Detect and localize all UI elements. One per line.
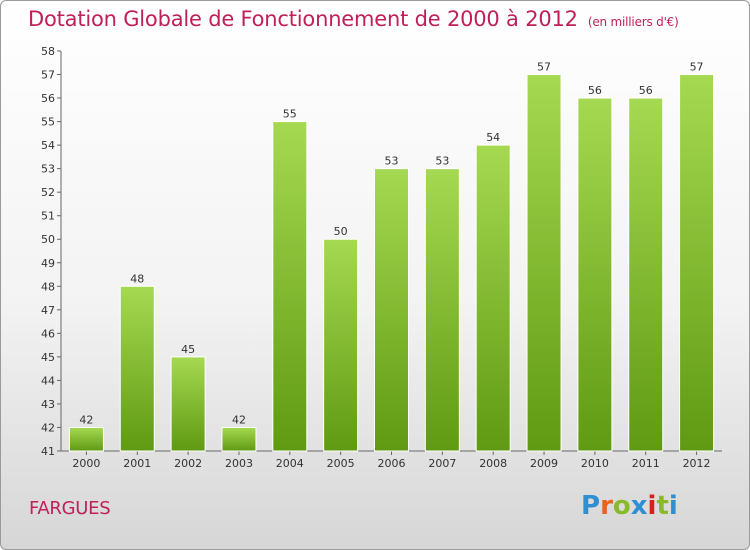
value-label-2004: 55: [283, 108, 297, 121]
logo-letter: i: [647, 491, 657, 521]
y-tick-label: 41: [41, 445, 55, 458]
x-tick-label: 2012: [683, 457, 711, 470]
value-label-2008: 54: [486, 131, 500, 144]
y-tick-label: 57: [41, 69, 55, 82]
y-tick-label: 55: [41, 116, 55, 129]
x-tick-label: 2008: [479, 457, 507, 470]
y-tick-label: 48: [41, 280, 55, 293]
bar-2003: [221, 426, 257, 452]
y-tick-label: 52: [41, 186, 55, 199]
commune-name: FARGUES: [29, 498, 111, 519]
y-tick-label: 51: [41, 210, 55, 223]
value-label-2002: 45: [181, 343, 195, 356]
bar-2005: [323, 238, 359, 452]
bar-2012: [679, 74, 715, 452]
bar-2000: [68, 426, 104, 452]
y-tick-label: 44: [41, 374, 55, 387]
value-label-2006: 53: [385, 155, 399, 168]
bar-2009: [526, 74, 562, 452]
value-label-2007: 53: [435, 155, 449, 168]
x-tick-label: 2007: [428, 457, 456, 470]
chart-subtitle: (en milliers d'€): [587, 15, 679, 29]
logo-letter: P: [581, 491, 601, 521]
bar-2011: [628, 97, 664, 452]
y-tick-label: 46: [41, 327, 55, 340]
y-tick-label: 53: [41, 163, 55, 176]
y-tick-label: 43: [41, 398, 55, 411]
logo-letter: t: [656, 491, 669, 521]
x-tick-label: 2010: [581, 457, 609, 470]
x-tick-label: 2002: [174, 457, 202, 470]
chart-title-text: Dotation Globale de Fonctionnement de 20…: [28, 7, 578, 31]
y-tick-label: 54: [41, 139, 55, 152]
x-tick-label: 2004: [276, 457, 304, 470]
logo-letter: i: [668, 491, 678, 521]
value-label-2011: 56: [639, 84, 653, 97]
bar-2007: [424, 168, 460, 452]
bar-2008: [475, 144, 511, 452]
chart-title: Dotation Globale de Fonctionnement de 20…: [28, 7, 679, 31]
x-tick-label: 2009: [530, 457, 558, 470]
bar-2006: [374, 168, 409, 452]
logo-letter: r: [600, 491, 613, 521]
value-label-2003: 42: [232, 413, 246, 426]
y-tick-label: 45: [41, 351, 55, 364]
proxiti-logo[interactable]: Proxiti: [581, 491, 678, 521]
y-tick-label: 58: [41, 45, 55, 58]
x-tick-label: 2003: [225, 457, 253, 470]
value-label-2000: 42: [79, 413, 93, 426]
x-tick-label: 2011: [632, 457, 660, 470]
bar-2010: [577, 97, 613, 452]
bar-2004: [272, 121, 308, 452]
x-tick-label: 2001: [123, 457, 151, 470]
bar-2001: [119, 285, 155, 452]
bars: [68, 74, 715, 452]
value-label-2001: 48: [130, 272, 144, 285]
value-label-2010: 56: [588, 84, 602, 97]
logo-letter: o: [612, 491, 631, 521]
x-tick-label: 2005: [327, 457, 355, 470]
logo-letter: x: [630, 491, 648, 521]
value-labels: 42 48 45 42 55 50 53 53 54 57 56 56 57: [79, 61, 703, 427]
value-label-2009: 57: [537, 61, 551, 74]
y-tick-label: 47: [41, 304, 55, 317]
y-tick-label: 50: [41, 233, 55, 246]
bar-2002: [170, 356, 206, 452]
axes: 41 42 43 44 45 46 47 48 49 50 51 52 53 54 55 56 57 58 2000…: [41, 45, 722, 470]
x-tick-label: 2006: [378, 457, 406, 470]
x-tick-label: 2000: [72, 457, 100, 470]
y-tick-label: 42: [41, 421, 55, 434]
y-tick-label: 49: [41, 257, 55, 270]
value-label-2012: 57: [690, 61, 704, 74]
y-tick-label: 56: [41, 92, 55, 105]
value-label-2005: 50: [334, 225, 348, 238]
